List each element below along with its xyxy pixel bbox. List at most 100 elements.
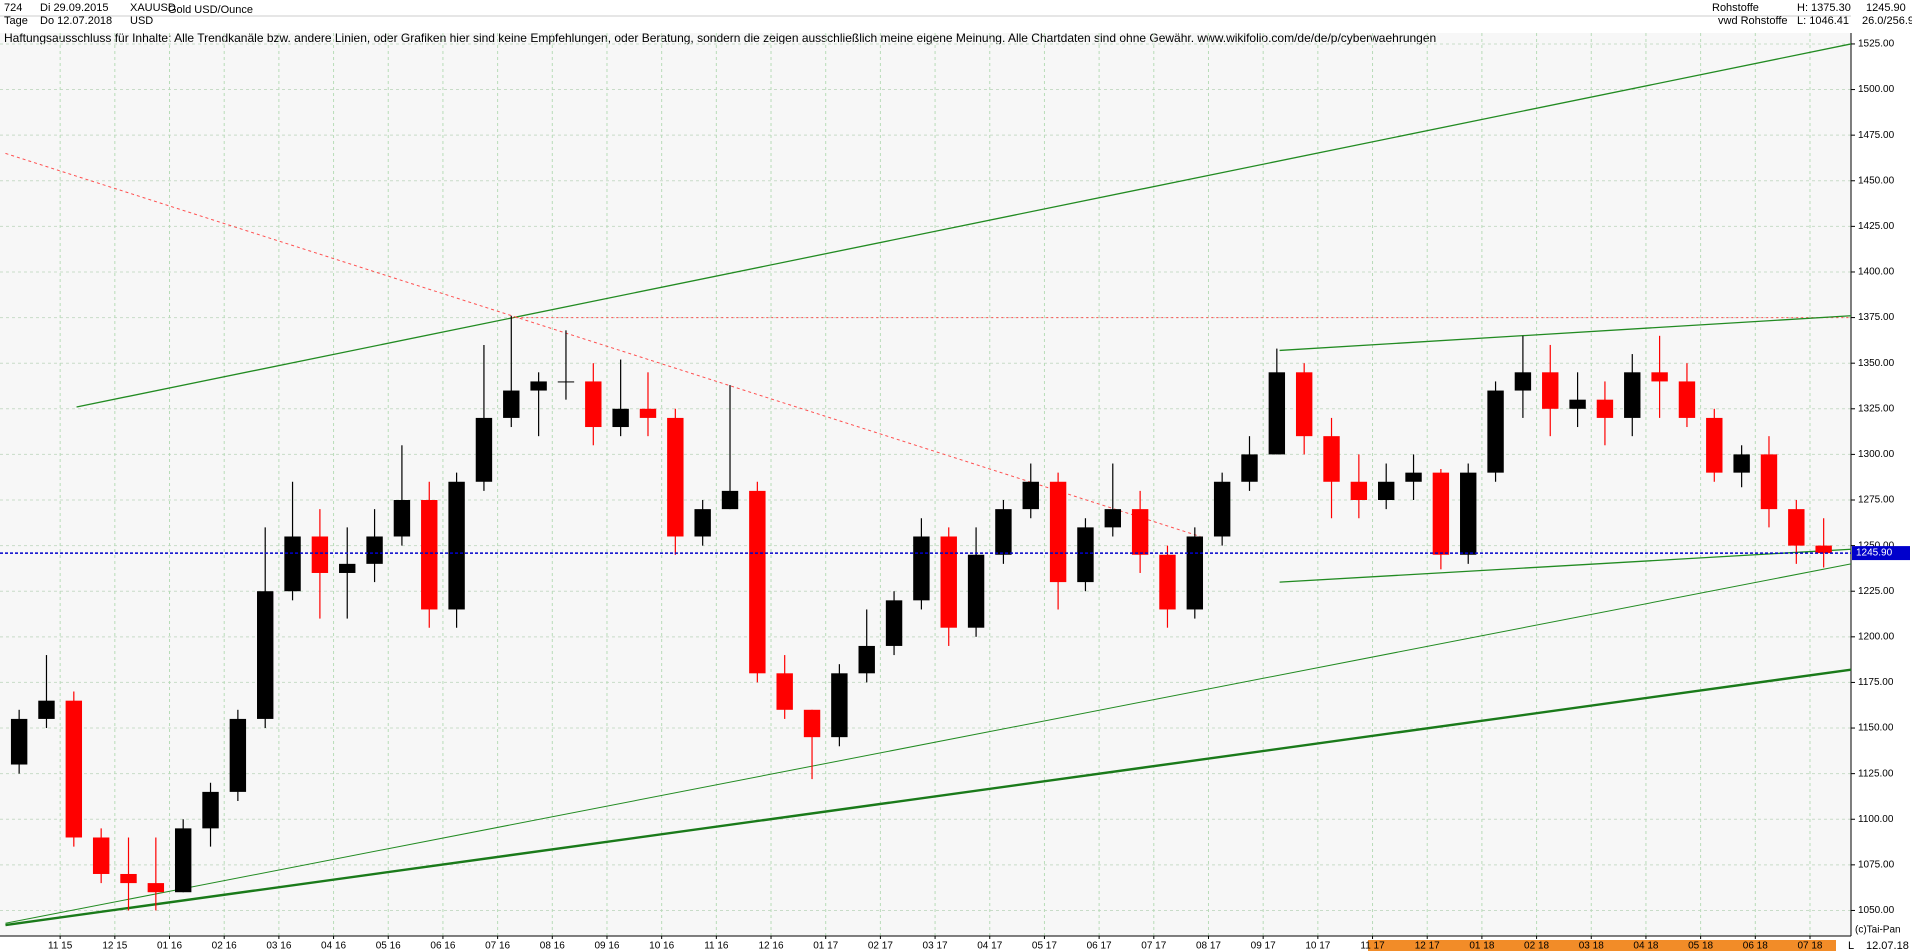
trendline [5, 668, 1852, 927]
candle-body [120, 873, 137, 884]
mode: L [1848, 940, 1854, 952]
candle-body [858, 645, 875, 674]
candle-body [1788, 509, 1805, 546]
candle-body [585, 381, 602, 428]
x-tick-label: 05 17 [1032, 941, 1057, 952]
candle-body [639, 408, 657, 418]
last-price-label: 1245.90 [1856, 548, 1893, 559]
candle-body [257, 591, 274, 719]
x-tick-label: 02 18 [1524, 941, 1549, 952]
y-tick-label: 1450.00 [1858, 175, 1895, 186]
period-band [1368, 940, 1836, 951]
y-tick-label: 1350.00 [1858, 358, 1895, 369]
y-tick-label: 1425.00 [1858, 221, 1895, 232]
candle-body [831, 673, 848, 738]
y-tick-label: 1250.00 [1858, 540, 1895, 551]
candle-body [1596, 399, 1614, 418]
y-tick-label: 1200.00 [1858, 631, 1895, 642]
y-tick-label: 1275.00 [1858, 495, 1895, 506]
candle-body [147, 883, 165, 893]
x-tick-label: 05 16 [376, 941, 401, 952]
candle-body [10, 718, 28, 765]
x-tick-label: 01 16 [157, 941, 182, 952]
candle-body [1432, 472, 1450, 555]
candle-body [1377, 481, 1395, 501]
candle-body [38, 700, 55, 719]
candle-body [393, 500, 411, 537]
candle-body [1542, 372, 1559, 409]
y-tick-label: 1375.00 [1858, 312, 1895, 323]
y-tick-label: 1100.00 [1858, 814, 1894, 825]
candle-body [229, 718, 247, 792]
last-price-box [1852, 546, 1910, 561]
x-tick-label: 06 16 [430, 941, 455, 952]
x-tick-label: 11 15 [48, 941, 73, 952]
candle-body [1159, 554, 1176, 610]
trendline [5, 152, 1201, 537]
candle-body [1241, 454, 1258, 482]
candle-body [65, 700, 83, 838]
candle-body [530, 381, 547, 391]
trendline [1279, 315, 1852, 352]
candle-body [1624, 372, 1641, 418]
y-tick-label: 1475.00 [1858, 130, 1895, 141]
candle-body [1022, 481, 1039, 510]
candle-body [284, 536, 301, 592]
trendline [76, 43, 1852, 408]
x-tick-label: 09 16 [594, 941, 619, 952]
candle-body [202, 791, 219, 829]
candle-body [557, 381, 575, 383]
candle-body [1706, 417, 1723, 473]
candle-body [694, 509, 711, 537]
y-tick-label: 1500.00 [1858, 84, 1895, 95]
candle-body [1104, 509, 1121, 528]
header-name: Gold USD/Ounce [168, 4, 253, 16]
candle-body [749, 490, 766, 674]
candle-body [776, 673, 793, 710]
chart-layer: 1050.00 1075.00 1100.00 1125.00 1150.00 1175.… [0, 33, 1910, 952]
candle-body [1077, 527, 1094, 583]
x-tick-label: 06 18 [1743, 941, 1768, 952]
candle-body [913, 536, 930, 601]
x-tick-label: 04 17 [977, 941, 1002, 952]
candle-body [1350, 481, 1368, 501]
header-currency: USD [130, 15, 153, 27]
candle-body [339, 563, 356, 573]
trendline [5, 563, 1852, 924]
disclaimer: Haftungsausschluss für Inhalte: Alle Tre… [4, 31, 1436, 45]
x-tick-label: 03 17 [923, 941, 948, 952]
x-tick-label: 02 17 [868, 941, 893, 952]
header-end: Do 12.07.2018 [40, 15, 112, 27]
y-tick-label: 1150.00 [1858, 723, 1894, 734]
x-tick-label: 12 16 [759, 941, 784, 952]
candle-body [448, 481, 465, 610]
header-high: H: 1375.30 [1797, 2, 1851, 14]
candle-body [1049, 481, 1067, 583]
header-number: 724 [4, 2, 22, 14]
y-tick-label: 1050.00 [1858, 905, 1895, 916]
x-tick-label: 12 17 [1415, 941, 1440, 952]
candle-body [667, 417, 684, 537]
header-group: Rohstoffe [1712, 2, 1759, 14]
y-tick-label: 1175.00 [1858, 677, 1894, 688]
x-tick-label: 09 17 [1251, 941, 1276, 952]
candle-body [1651, 372, 1668, 382]
candle-body [1678, 381, 1696, 418]
x-tick-label: 06 17 [1087, 941, 1112, 952]
candle-body [1760, 454, 1778, 510]
x-tick-label: 08 17 [1196, 941, 1221, 952]
y-tick-label: 1325.00 [1858, 403, 1895, 414]
y-tick-label: 1525.00 [1858, 39, 1895, 50]
candle-body [1213, 481, 1231, 537]
candle-body [1487, 390, 1504, 473]
candle-body [803, 709, 821, 738]
candle-body [1815, 545, 1832, 554]
header-source: vwd Rohstoffe [1718, 15, 1788, 27]
header-period: Tage [4, 15, 28, 27]
candle-body [1186, 536, 1204, 610]
candle-body [1405, 472, 1422, 482]
plot-area [0, 33, 1851, 936]
header-symbol: XAUUSD [130, 2, 176, 14]
